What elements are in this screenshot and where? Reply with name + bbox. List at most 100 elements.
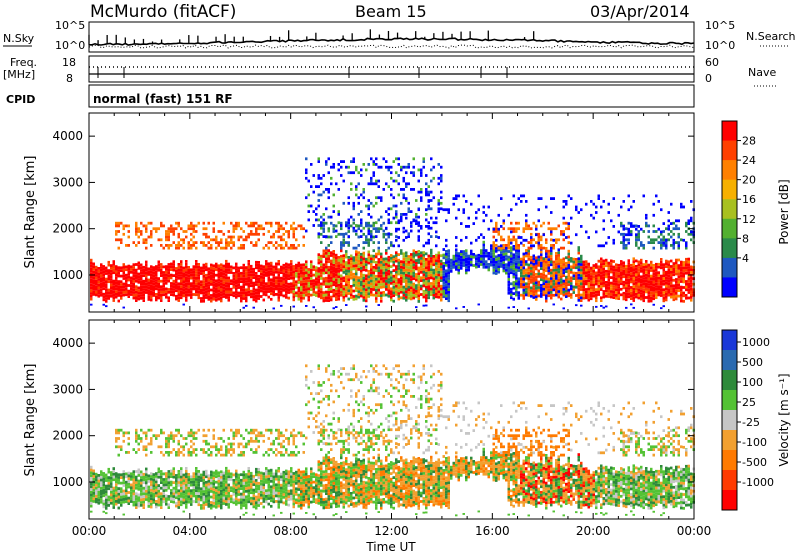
heatmap-cell [302, 263, 305, 267]
heatmap-cell [432, 268, 435, 272]
heatmap-cell [167, 472, 170, 476]
heatmap-cell [147, 298, 150, 301]
heatmap-cell [395, 179, 398, 183]
heatmap-cell [252, 290, 255, 293]
heatmap-cell [185, 285, 188, 288]
heatmap-cell [260, 295, 263, 298]
heatmap-cell [117, 473, 120, 477]
heatmap-cell [175, 434, 178, 438]
heatmap-cell [582, 285, 585, 289]
heatmap-cell [262, 290, 265, 294]
heatmap-cell [297, 295, 300, 298]
heatmap-cell [677, 280, 680, 284]
heatmap-cell [205, 235, 208, 239]
heatmap-cell [427, 190, 430, 194]
heatmap-cell [547, 269, 550, 273]
heatmap-cell [407, 207, 410, 211]
heatmap-cell [210, 283, 213, 286]
heatmap-cell [690, 287, 693, 291]
heatmap-cell [587, 265, 590, 269]
heatmap-cell [282, 269, 285, 273]
heatmap-cell [125, 489, 128, 492]
heatmap-cell [565, 284, 568, 287]
heatmap-cell [342, 298, 345, 302]
heatmap-cell [385, 288, 388, 291]
heatmap-cell [597, 197, 600, 200]
heatmap-cell [655, 262, 658, 266]
heatmap-cell [282, 277, 285, 281]
heatmap-cell [545, 294, 548, 297]
heatmap-cell [165, 439, 168, 443]
heatmap-cell [167, 263, 170, 266]
heatmap-cell [410, 297, 413, 301]
heatmap-cell [120, 501, 123, 504]
colorbar-swatch [722, 121, 737, 142]
heatmap-cell [357, 290, 360, 293]
heatmap-cell [357, 265, 360, 268]
heatmap-cell [427, 274, 430, 277]
heatmap-cell [332, 280, 335, 284]
heatmap-cell [112, 285, 115, 288]
heatmap-cell [602, 295, 605, 299]
heatmap-cell [220, 238, 223, 242]
heatmap-cell [525, 227, 528, 231]
heatmap-cell [117, 492, 120, 496]
heatmap-cell [395, 259, 398, 263]
heatmap-cell [417, 236, 420, 239]
heatmap-cell [690, 284, 693, 288]
heatmap-cell [662, 280, 665, 283]
heatmap-cell [507, 255, 510, 259]
heatmap-cell [632, 271, 635, 275]
heatmap-cell [147, 496, 150, 500]
heatmap-cell [210, 271, 213, 275]
heatmap-cell [280, 287, 283, 291]
heatmap-cell [337, 269, 340, 273]
heatmap-cell [602, 276, 605, 279]
heatmap-cell [507, 235, 510, 239]
heatmap-cell [172, 241, 175, 244]
heatmap-cell [357, 287, 360, 291]
heatmap-cell [122, 274, 125, 278]
heatmap-cell [222, 284, 225, 287]
heatmap-cell [142, 274, 145, 277]
heatmap-cell [665, 244, 668, 248]
heatmap-cell [620, 205, 623, 209]
heatmap-cell [255, 294, 258, 297]
heatmap-cell [380, 283, 383, 286]
heatmap-cell [657, 235, 660, 239]
heatmap-cell [147, 270, 150, 274]
heatmap-cell [405, 287, 408, 291]
heatmap-cell [135, 285, 138, 289]
heatmap-cell [255, 291, 258, 295]
heatmap-cell [107, 280, 110, 284]
heatmap-cell [260, 289, 263, 293]
heatmap-cell [525, 290, 528, 294]
heatmap-cell [652, 289, 655, 292]
heatmap-cell [397, 227, 400, 231]
heatmap-cell [220, 241, 223, 244]
heatmap-cell [130, 265, 133, 269]
heatmap-cell [447, 208, 450, 212]
heatmap-cell [560, 272, 563, 276]
heatmap-cell [177, 274, 180, 277]
heatmap-cell [150, 281, 153, 285]
heatmap-cell [192, 244, 195, 247]
heatmap-cell [212, 272, 215, 276]
heatmap-cell [317, 235, 320, 238]
heatmap-cell [550, 296, 553, 300]
heatmap-cell [295, 269, 298, 273]
heatmap-cell [665, 293, 668, 296]
heatmap-cell [377, 227, 380, 231]
heatmap-cell [130, 491, 133, 495]
heatmap-cell [225, 282, 228, 285]
heatmap-cell [160, 451, 163, 454]
heatmap-cell [167, 274, 170, 277]
heatmap-cell [387, 280, 390, 284]
heatmap-cell [392, 288, 395, 292]
heatmap-cell [155, 227, 158, 231]
heatmap-cell [527, 224, 530, 228]
heatmap-cell [347, 221, 350, 225]
heatmap-cell [217, 294, 220, 298]
heatmap-cell [330, 295, 333, 299]
heatmap-cell [290, 262, 293, 266]
